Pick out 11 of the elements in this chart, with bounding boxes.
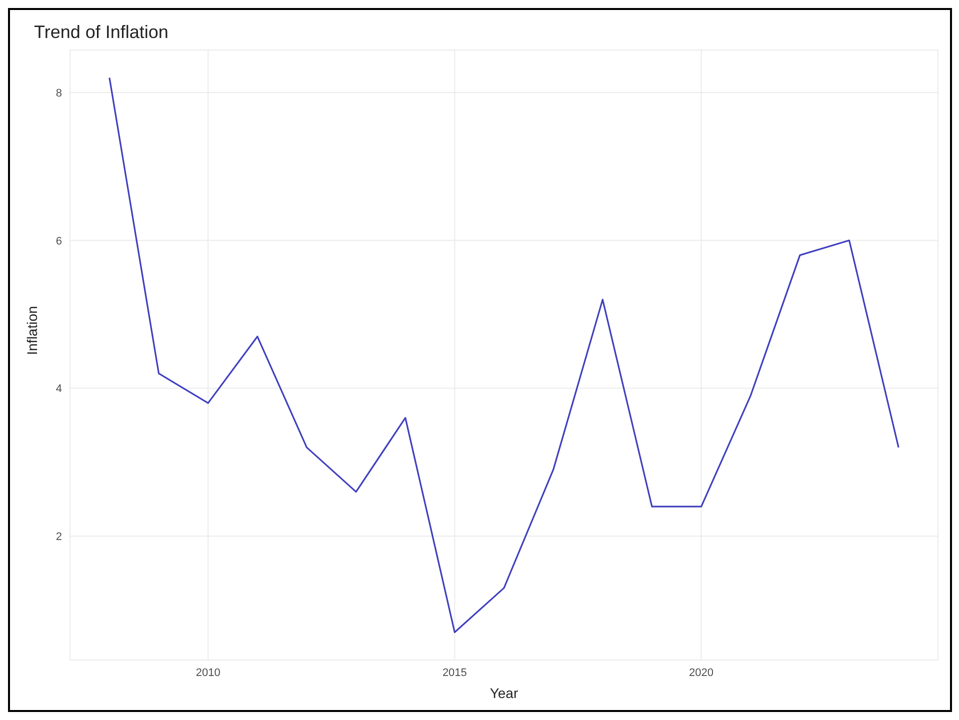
x-tick-label: 2020 <box>689 666 714 679</box>
x-tick-label: 2010 <box>196 666 220 679</box>
x-axis-title: Year <box>490 685 518 701</box>
y-axis-title: Inflation <box>24 306 40 355</box>
y-tick-label: 8 <box>56 87 62 100</box>
x-tick-label: 2015 <box>442 666 467 679</box>
line-series <box>108 76 900 634</box>
y-tick-label: 6 <box>56 235 62 248</box>
y-tick-label: 2 <box>56 531 62 544</box>
chart-title: Trend of Inflation <box>34 22 168 43</box>
y-tick-label: 4 <box>56 383 62 396</box>
